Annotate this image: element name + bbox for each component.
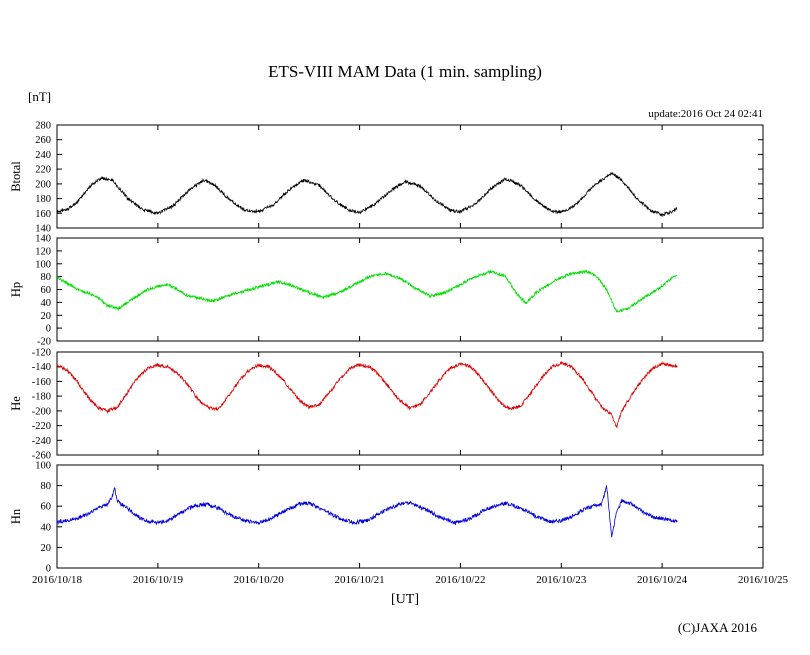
y-tick-label: 80 <box>41 481 52 492</box>
y-tick-label: 20 <box>41 543 52 554</box>
y-tick-label: 180 <box>35 194 51 205</box>
x-tick-label: 2016/10/23 <box>536 574 587 586</box>
y-tick-label: 220 <box>35 165 51 176</box>
y-tick-label: 200 <box>35 179 51 190</box>
y-tick-label: 240 <box>35 150 51 161</box>
chart-title: ETS-VIII MAM Data (1 min. sampling) <box>268 62 542 81</box>
y-tick-label: -120 <box>32 348 51 359</box>
panel-Btotal: 140 160 180 200 220 240 260 280 Btotal <box>9 121 764 235</box>
panel-ylabel: Hp <box>9 282 23 297</box>
panel-ylabel: Hn <box>9 508 23 524</box>
x-tick-label: 2016/10/25 <box>738 574 789 586</box>
x-tick-label: 2016/10/21 <box>335 574 385 586</box>
y-tick-label: 140 <box>35 234 51 245</box>
y-tick-label: 100 <box>35 461 51 472</box>
y-tick-label: 80 <box>41 272 52 283</box>
panel-frame <box>56 464 764 569</box>
y-tick-label: 260 <box>35 135 51 146</box>
y-tick-label: -200 <box>32 406 51 417</box>
y-tick-label: -260 <box>32 451 51 462</box>
x-tick-label: 2016/10/18 <box>32 574 83 586</box>
update-timestamp: update:2016 Oct 24 02:41 <box>648 108 763 120</box>
y-tick-label: -140 <box>32 362 51 373</box>
series-Hp <box>56 269 678 313</box>
series-Btotal <box>56 172 678 218</box>
series-He <box>56 360 678 429</box>
x-tick-label: 2016/10/24 <box>637 574 688 586</box>
panel-frame <box>56 124 764 229</box>
x-axis-label: [UT] <box>391 592 419 607</box>
panel-ylabel: Btotal <box>9 161 23 192</box>
y-tick-label: 0 <box>46 324 51 335</box>
y-tick-label: 100 <box>35 259 51 270</box>
y-tick-label: 60 <box>41 285 52 296</box>
y-tick-label: -220 <box>32 421 51 432</box>
panel-ylabel: He <box>9 396 23 411</box>
y-tick-label: 0 <box>46 564 51 575</box>
x-tick-label: 2016/10/20 <box>234 574 285 586</box>
y-tick-label: 280 <box>35 121 51 132</box>
panel-He: -260 -240 -220 -200 -180 -160 -140 -120 He <box>9 348 764 462</box>
x-tick-label: 2016/10/19 <box>133 574 184 586</box>
y-tick-label: -180 <box>32 392 51 403</box>
y-tick-label: 40 <box>41 298 52 309</box>
series-Hn <box>56 485 678 538</box>
y-unit-label: [nT] <box>28 89 52 104</box>
panel-Hn: 0 20 40 60 80 100 Hn <box>9 461 764 575</box>
y-tick-label: 160 <box>35 209 51 220</box>
y-tick-label: -240 <box>32 436 51 447</box>
copyright-text: (C)JAXA 2016 <box>677 620 757 635</box>
y-tick-label: 20 <box>41 311 52 322</box>
x-tick-label: 2016/10/22 <box>435 574 485 586</box>
y-tick-label: -160 <box>32 377 51 388</box>
y-tick-label: 120 <box>35 246 51 257</box>
panel-frame <box>56 351 764 456</box>
y-tick-label: 140 <box>35 224 51 235</box>
y-tick-label: 40 <box>41 522 52 533</box>
y-tick-label: 60 <box>41 502 52 513</box>
y-tick-label: -20 <box>37 337 51 348</box>
